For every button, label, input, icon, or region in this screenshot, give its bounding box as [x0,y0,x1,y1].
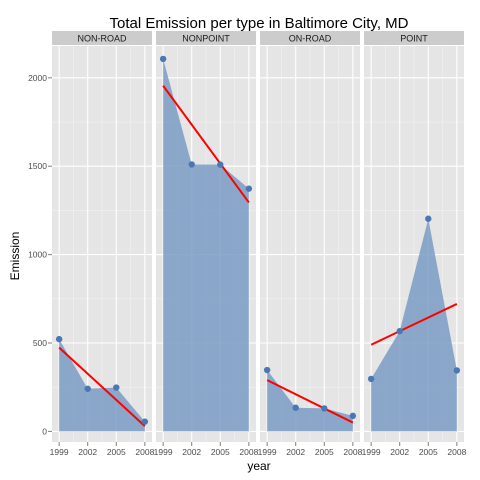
data-point [55,335,63,343]
facet-panels: NON-ROAD 1999 2002 2005 2008 NONPOINT 1999 2002… [50,31,467,457]
x-tick-label: 2005 [419,447,438,457]
x-axis-title: year [247,459,270,473]
data-point [141,418,149,425]
x-tick-label: 2002 [182,447,201,457]
facet-strip [260,31,360,45]
data-point [453,367,461,374]
facet-strip-label: POINT [400,34,428,44]
x-tick-label: 2008 [447,447,466,457]
x-tick-label: 2008 [135,447,154,457]
y-tick-label: 500 [33,338,47,348]
chart-title: Total Emission per type in Baltimore Cit… [110,15,409,32]
facet-strip [364,31,464,45]
facet-strip-label: ON-ROAD [289,34,332,44]
trend-line [162,85,250,204]
y-tick-label: 1000 [28,250,47,260]
x-tick-label: 2008 [239,447,258,457]
data-point [188,161,195,168]
data-point [113,384,120,391]
facet-strip [52,31,152,45]
facet-strip [156,31,256,45]
data-point [425,215,432,222]
x-tick-label: 2005 [211,447,230,457]
data-point [84,385,91,392]
y-axis-title: Emission [8,232,22,281]
emission-area [59,339,145,432]
x-tick-label: 2002 [286,447,305,457]
emission-area [267,370,353,432]
y-axis: 0 500 1000 1500 2000 [28,73,52,436]
trend-line [370,303,458,346]
data-point [159,55,167,63]
data-point [349,412,357,420]
x-tick-label: 2005 [315,447,334,457]
data-point [217,161,224,168]
facet-strip-label: NONPOINT [182,34,230,44]
y-tick-label: 0 [42,426,47,436]
x-tick-label: 1999 [154,447,173,457]
facet-panel: NONPOINT 1999 2002 2005 2008 [154,31,259,457]
x-tick-label: 2002 [390,447,409,457]
x-tick-label: 2002 [78,447,97,457]
data-point [263,366,271,374]
trend-line [58,346,146,427]
data-point [321,405,328,412]
trend-line [266,379,354,424]
data-point [292,404,299,411]
facet-panel: POINT 1999 2002 2005 2008 [362,31,467,457]
data-point [245,185,253,192]
x-tick-label: 2005 [107,447,126,457]
facet-panel: ON-ROAD 1999 2002 2005 2008 [258,31,363,457]
x-tick-label: 1999 [362,447,381,457]
data-point [367,375,375,383]
facet-panel: NON-ROAD 1999 2002 2005 2008 [50,31,155,457]
x-tick-label: 1999 [258,447,277,457]
y-tick-label: 2000 [28,73,47,83]
x-tick-label: 2008 [343,447,362,457]
emission-area [163,58,249,432]
facet-strip-label: NON-ROAD [78,34,127,44]
x-tick-label: 1999 [50,447,69,457]
data-point [396,327,403,335]
y-tick-label: 1500 [28,161,47,171]
